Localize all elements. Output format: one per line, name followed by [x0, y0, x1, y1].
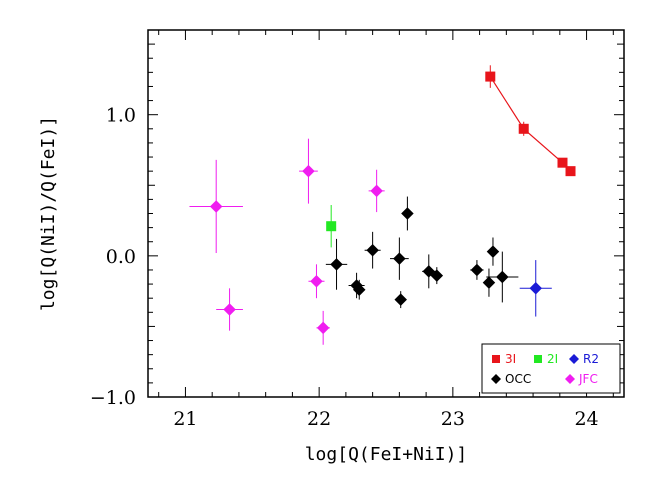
data-point	[302, 164, 315, 178]
legend: 3I 2I R2 OCC JFC	[481, 343, 621, 394]
series-occ	[325, 196, 519, 309]
data-point	[223, 303, 236, 316]
x-tick-label: 24	[574, 408, 598, 430]
legend-box	[481, 343, 621, 394]
legend-marker-occ	[491, 374, 501, 384]
data-point	[518, 123, 529, 134]
legend-label-jfc: JFC	[578, 372, 598, 386]
legend-marker-3i	[492, 355, 500, 363]
plot-frame	[147, 29, 625, 398]
plot-area	[189, 65, 576, 345]
data-point	[401, 207, 414, 220]
tick-labels: 21 22 23 24 1.0 0.0 −1.0	[90, 105, 599, 430]
data-point	[316, 321, 330, 335]
y-tick-label: 0.0	[106, 246, 136, 268]
y-axis-label: log[Q(NiI)/Q(FeI)]	[38, 116, 59, 311]
legend-marker-r2	[569, 354, 579, 364]
data-point	[482, 276, 496, 289]
series-r2	[519, 260, 552, 317]
x-tick-label: 22	[307, 408, 331, 430]
legend-marker-2i	[534, 355, 542, 363]
data-point	[496, 270, 509, 284]
x-axis-label: log[Q(FeI+NiI)]	[305, 444, 468, 465]
y-tick-label: −1.0	[90, 387, 136, 409]
data-point	[353, 283, 366, 296]
legend-marker-jfc	[565, 374, 575, 384]
series-3i	[485, 65, 576, 177]
legend-label-occ: OCC	[505, 372, 531, 386]
tick-marks	[148, 29, 624, 398]
data-point	[370, 184, 383, 198]
data-point	[366, 243, 379, 257]
data-point	[430, 269, 444, 282]
data-point	[486, 245, 500, 258]
legend-label-2i: 2I	[547, 352, 558, 366]
data-point	[565, 166, 576, 177]
data-point	[394, 293, 407, 306]
x-tick-label: 23	[441, 408, 465, 430]
legend-label-r2: R2	[583, 352, 599, 366]
series-line-3i	[489, 76, 571, 172]
legend-label-3i: 3I	[505, 352, 516, 366]
data-point	[529, 282, 543, 295]
data-point	[470, 263, 484, 277]
data-point	[330, 258, 343, 271]
series-jfc	[189, 138, 385, 345]
data-point	[485, 71, 496, 82]
data-point	[393, 252, 406, 265]
series-2i	[326, 205, 337, 248]
data-point	[310, 275, 323, 288]
y-tick-label: 1.0	[106, 105, 136, 127]
x-tick-label: 21	[173, 408, 197, 430]
data-point	[326, 221, 337, 232]
data-point	[209, 200, 223, 213]
data-point	[557, 157, 568, 168]
